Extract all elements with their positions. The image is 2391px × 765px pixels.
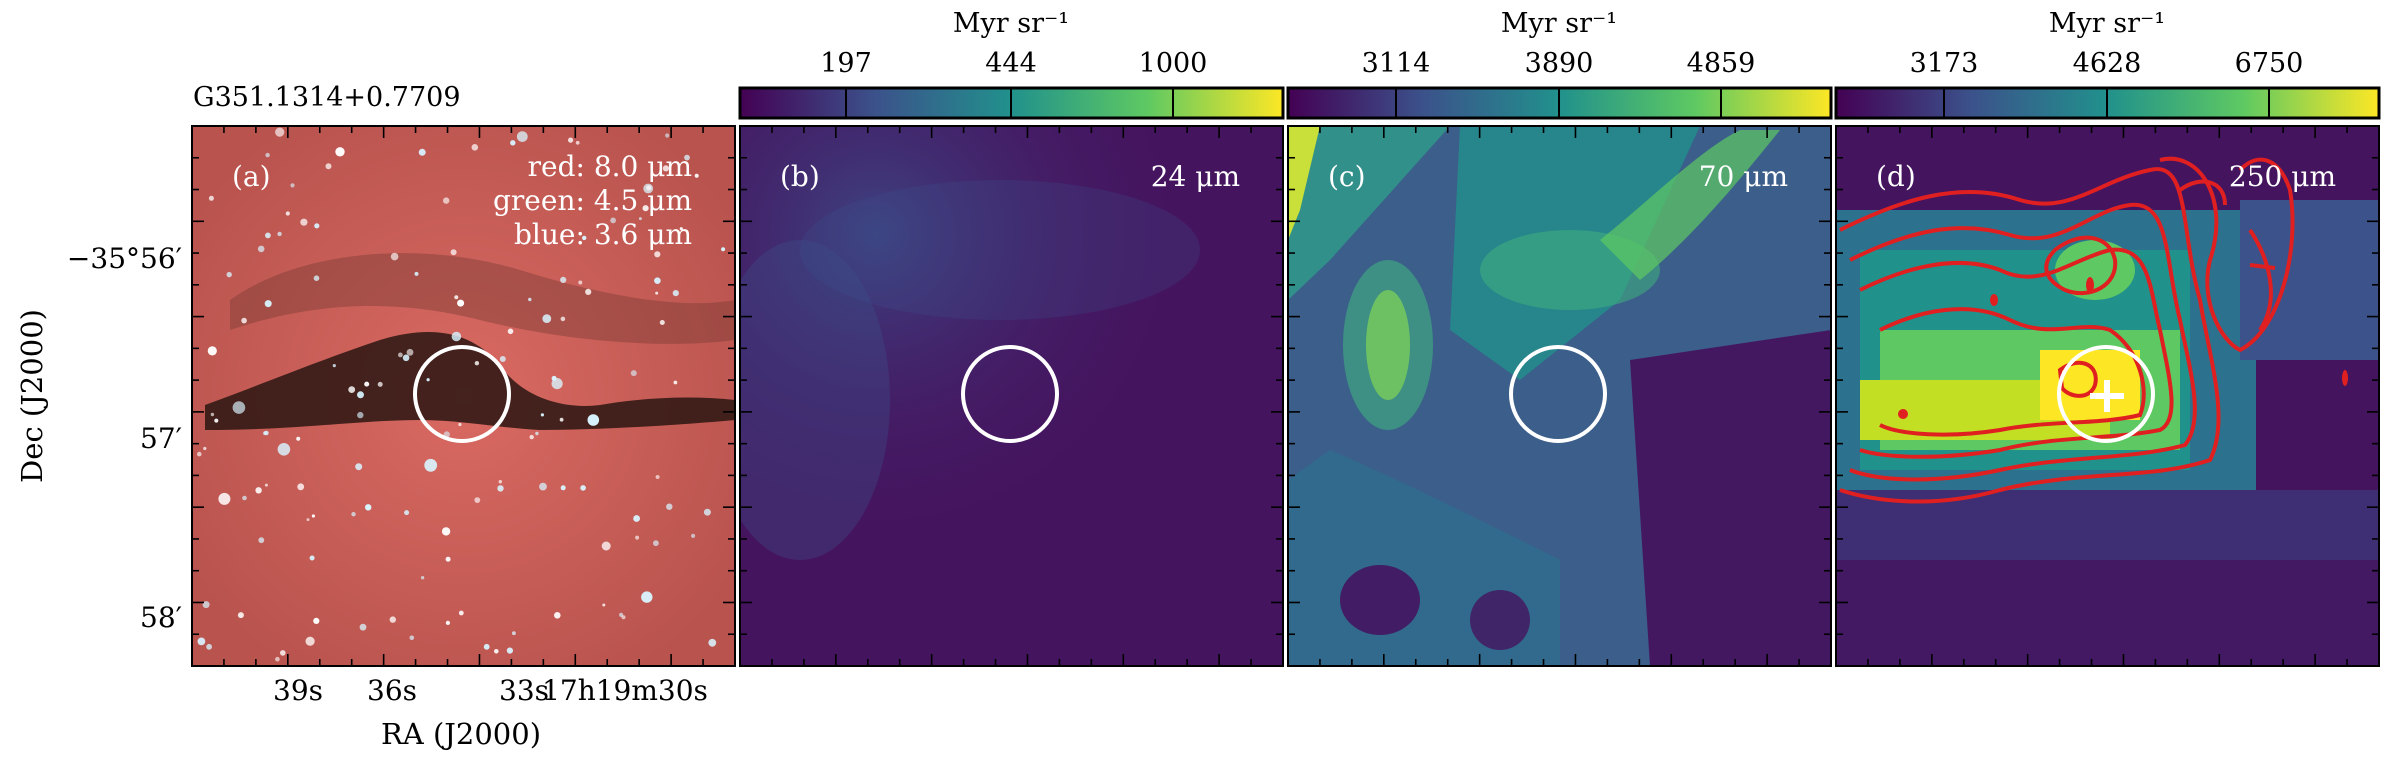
panel-b: (b) 24 μm Myr sr⁻¹ 197 444 1000 — [738, 8, 1285, 667]
colorbar-b-unit: Myr sr⁻¹ — [953, 8, 1069, 39]
legend-green: green: 4.5 μm — [493, 184, 692, 217]
panel-d-band: 250 μm — [2229, 160, 2336, 193]
source-circle — [2057, 345, 2155, 443]
colorbar-d: Myr sr⁻¹ 3173 4628 6750 — [1834, 8, 2381, 120]
axis-ticks — [192, 126, 2379, 666]
colorbar-c-tick-1: 3114 — [1362, 48, 1431, 79]
colorbar-d-unit: Myr sr⁻¹ — [2049, 8, 2165, 39]
star-field — [197, 127, 726, 662]
colorbar-d-tick-3: 6750 — [2235, 48, 2304, 79]
colorbar-c: Myr sr⁻¹ 3114 3890 4859 — [1286, 8, 1833, 120]
ra-tick-36s: 36s — [367, 674, 417, 707]
source-title: G351.1314+0.7709 — [193, 82, 461, 113]
colorbar-c-tick-2: 3890 — [1525, 48, 1594, 79]
panel-b-band: 24 μm — [1151, 160, 1240, 193]
source-circle — [413, 345, 511, 443]
panel-b-letter: (b) — [780, 160, 820, 193]
ra-tick-30s: 17h19m30s — [542, 674, 708, 707]
panel-c: (c) 70 μm Myr sr⁻¹ 3114 3890 4859 — [1286, 8, 1833, 667]
colorbar-d-tick-1: 3173 — [1910, 48, 1979, 79]
dec-axis-label: Dec (J2000) — [15, 309, 49, 483]
dark-filament — [205, 332, 735, 430]
colorbar-b-tick-2: 444 — [985, 48, 1037, 79]
panel-d: (d) 250 μm Myr sr⁻¹ 3173 4628 6750 — [1834, 8, 2381, 667]
panel-c-letter: (c) — [1328, 160, 1366, 193]
ra-axis: 39s 36s 33s 17h19m30s RA (J2000) — [273, 674, 708, 751]
colorbar-b-tick-1: 197 — [820, 48, 872, 79]
panel-a-letter: (a) — [232, 160, 271, 193]
legend-red: red: 8.0 μm — [528, 150, 692, 183]
source-circle — [961, 345, 1059, 443]
colorbar-b-tick-3: 1000 — [1139, 48, 1208, 79]
dec-axis: −35°56′ 57′ 58′ Dec (J2000) — [15, 242, 182, 634]
ra-tick-33s: 33s — [499, 674, 549, 707]
legend-blue: blue: 3.6 μm — [514, 218, 692, 251]
ra-tick-39s: 39s — [273, 674, 323, 707]
colorbar-c-unit: Myr sr⁻¹ — [1501, 8, 1617, 39]
source-circle — [1509, 345, 1607, 443]
dec-tick-58: 58′ — [140, 601, 182, 634]
ra-axis-label: RA (J2000) — [381, 717, 541, 751]
panel-d-letter: (d) — [1876, 160, 1916, 193]
contours — [1839, 156, 2295, 504]
dark-lane-shadow — [230, 253, 735, 344]
panel-c-band: 70 μm — [1699, 160, 1788, 193]
peak-marker — [2090, 380, 2124, 412]
panel-a: (a) red: 8.0 μm green: 4.5 μm blue: 3.6 … — [191, 82, 736, 667]
dec-tick-56: −35°56′ — [67, 242, 182, 275]
dec-tick-57: 57′ — [140, 422, 182, 455]
colorbar-c-tick-3: 4859 — [1687, 48, 1756, 79]
colorbar-d-tick-2: 4628 — [2073, 48, 2142, 79]
colorbar-b: Myr sr⁻¹ 197 444 1000 — [738, 8, 1285, 120]
